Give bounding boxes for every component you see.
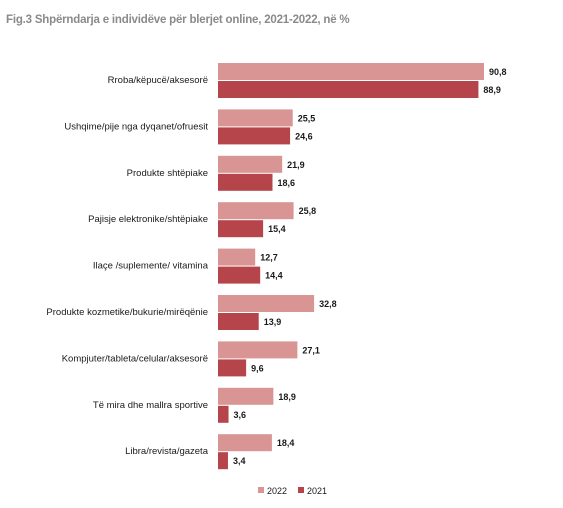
bar-2021 [218,220,264,238]
bar-2021 [218,81,479,98]
category-label: Ushqime/pije nga dyqanet/ofruesit [64,121,208,132]
bar-2021 [218,313,259,330]
bar-2022 [218,155,283,173]
bar-2022 [218,63,484,80]
value-label-2021: 15,4 [268,224,286,234]
value-label-2021: 14,4 [265,271,283,281]
category-label: Kompjuter/tableta/celular/aksesorë [62,353,208,364]
value-label-2021: 3,4 [233,456,246,466]
value-label-2022: 12,7 [260,253,278,263]
legend-label-2022: 2022 [267,486,287,496]
chart-title: Fig.3 Shpërndarja e individëve për blerj… [6,14,350,26]
value-label-2022: 27,1 [302,345,320,355]
category-label: Libra/revista/gazeta [125,446,209,457]
category-label: Të mira dhe mallra sportive [93,400,208,411]
bar-2022 [218,341,298,359]
bar-2022 [218,248,256,266]
bar-2021 [218,359,247,377]
bar-2022 [218,434,272,452]
category-label: Ilaçe /suplemente/ vitamina [93,261,209,272]
bar-2022 [218,109,293,127]
value-label-2021: 18,6 [277,178,295,188]
category-label: Produkte shtëpiake [127,168,208,179]
value-label-2022: 18,4 [277,438,295,448]
bar-2021 [218,127,291,145]
category-label: Pajisje elektronike/shtëpiake [88,214,208,225]
value-label-2021: 9,6 [251,363,264,373]
value-label-2022: 32,8 [319,299,337,309]
bar-2022 [218,202,294,220]
legend-swatch-2022 [258,487,264,493]
value-label-2021: 13,9 [264,317,282,327]
value-label-2021: 3,6 [234,410,247,420]
value-label-2022: 18,9 [278,392,296,402]
value-label-2022: 25,8 [299,206,317,216]
value-label-2022: 90,8 [489,67,507,77]
bars-group: Rroba/këpucë/aksesorë 90,8 88,9 Ushqime/pij… [46,63,507,470]
bar-2021 [218,405,229,423]
bar-2022 [218,387,274,405]
category-label: Produkte kozmetike/bukurie/mirëqënie [46,307,208,318]
legend: 2022 2021 [258,486,327,496]
bar-2022 [218,295,315,312]
legend-swatch-2021 [298,487,304,493]
value-label-2022: 21,9 [287,160,305,170]
bar-2021 [218,173,273,191]
legend-label-2021: 2021 [307,486,327,496]
bar-2021 [218,266,261,284]
value-label-2022: 25,5 [298,113,316,123]
category-label: Rroba/këpucë/aksesorë [108,75,208,86]
bar-2021 [218,452,228,470]
value-label-2021: 88,9 [483,85,501,95]
value-label-2021: 24,6 [295,131,313,141]
